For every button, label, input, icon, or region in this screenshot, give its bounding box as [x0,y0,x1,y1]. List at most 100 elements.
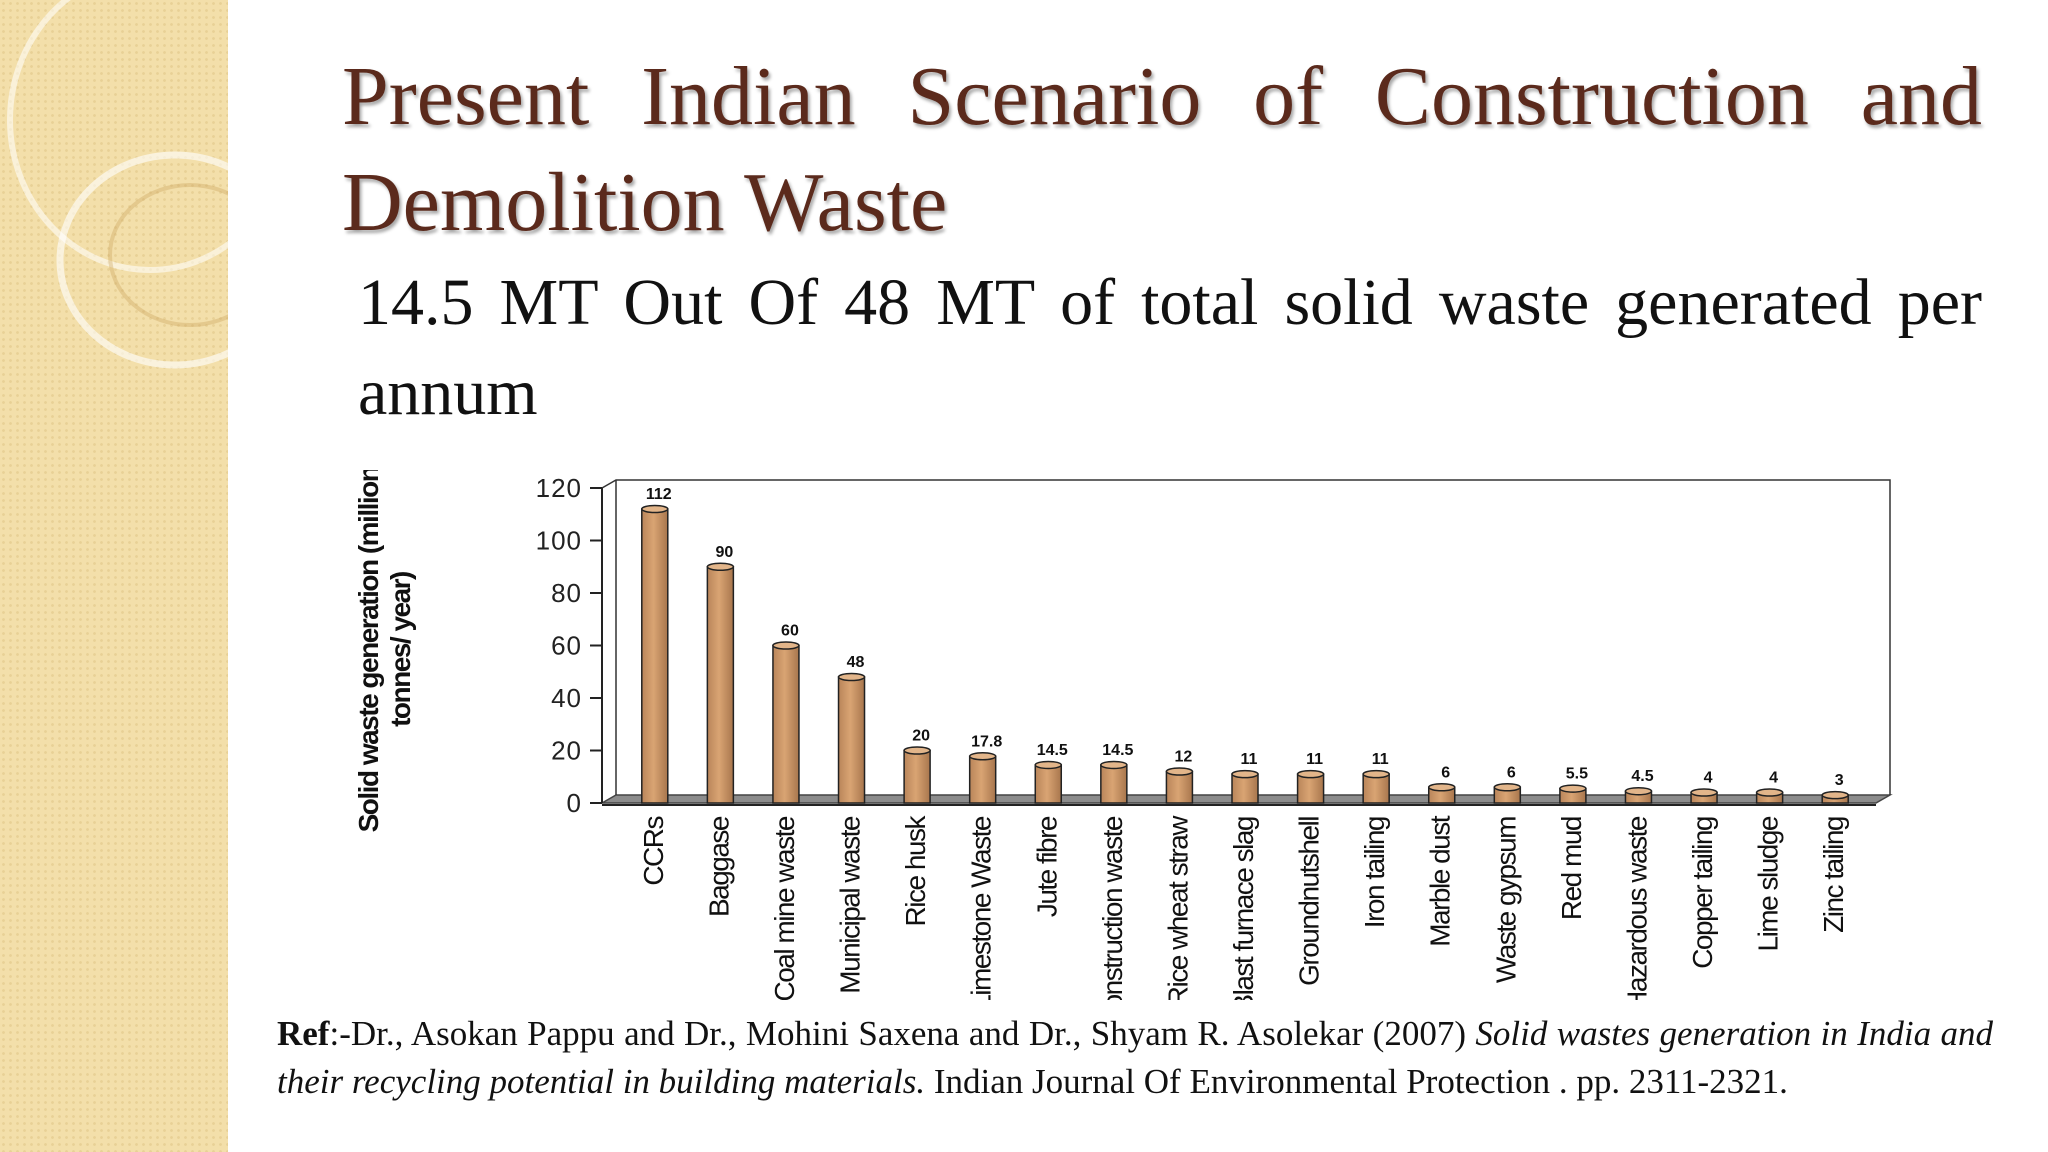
category-label: Rice husk [900,815,931,927]
bar [1165,767,1194,804]
category-label: Rice wheat straw [1162,815,1193,1000]
bar [1690,788,1718,804]
category-label: Hazardous waste [1621,816,1652,1000]
bar-top [1034,760,1063,770]
bar [1559,784,1587,804]
bars [641,504,1849,804]
bar-body [1296,773,1325,804]
bar-top [1296,769,1325,779]
data-label: 4.5 [1631,768,1653,785]
reference-authors: :-Dr., Asokan Pappu and Dr., Mohini Saxe… [329,1014,1476,1053]
category-label: Blast furnace slag [1228,817,1259,1000]
bar-body [1165,770,1194,804]
bar-body [641,508,669,804]
bar [1427,783,1456,804]
bar [772,641,800,804]
data-label: 60 [781,623,799,640]
bar [1493,783,1522,804]
data-label: 17.8 [971,733,1002,750]
bar [1296,769,1325,804]
bar-top [1559,784,1587,793]
bar-body [903,749,931,804]
bar-body [1231,773,1259,804]
data-label: 14.5 [1102,742,1133,759]
reference-article-title: Solid wastes generation in India and the… [277,1014,1993,1101]
category-label: Coal mine waste [769,816,800,1000]
category-label: CCRs [638,817,669,886]
bar [1362,769,1390,804]
swirl-ornament-icon [7,0,228,369]
data-label: 12 [1175,749,1193,766]
bar [641,504,669,804]
data-label: 6 [1441,764,1450,781]
slide-subtitle: 14.5 MT Out Of 48 MT of total solid wast… [358,266,1982,429]
category-label: Marble dust [1425,815,1456,947]
y-tick-label: 100 [536,526,582,556]
y-axis-title-line: Solid waste generation (million [353,470,384,832]
bar [706,562,735,804]
category-label: Jute fibre [1031,816,1062,917]
bar-top [1821,790,1849,800]
category-label: Municipal waste [835,816,866,994]
bar-top [1100,760,1128,770]
bar-body [1100,764,1128,804]
bar-body [706,566,735,804]
category-label: Limestone Waste [966,816,997,1000]
data-label: 14.5 [1037,742,1068,759]
y-tick-label: 40 [551,683,582,713]
category-label: Zinc tailing [1818,817,1849,933]
bar-top [641,504,669,514]
bar-top [903,746,931,755]
bar-top [772,641,800,650]
y-axis: 0 20 40 60 80 100 120 [536,473,602,818]
bar [1624,786,1653,804]
bar [903,746,931,804]
reference-citation: Ref:-Dr., Asokan Pappu and Dr., Mohini S… [277,1010,1993,1106]
category-label: Red mud [1556,817,1587,920]
value-labels: 112 90 60 48 20 17.8 14.5 14.5 12 11 11 11 6 6 5.5 4.5 4… [646,486,1844,789]
y-tick-label: 20 [551,736,582,766]
data-label: 4 [1704,770,1713,787]
decorative-sidebar [0,0,228,1152]
category-label: Groundnutshell [1294,817,1325,986]
data-label: 5.5 [1566,766,1588,783]
y-tick-label: 120 [536,473,582,503]
category-label: Lime sludge [1753,816,1784,951]
bar-top [968,752,997,761]
bar-body [1362,773,1390,804]
data-label: 112 [646,486,672,503]
bar-top [1427,783,1456,792]
plot-border [601,479,1891,795]
bar-top [1755,788,1784,797]
data-label: 11 [1372,751,1389,768]
data-label: 3 [1835,772,1844,789]
bar-top [1493,783,1522,792]
category-label: Copper tailing [1687,817,1718,969]
x-axis-labels: CCRs Baggase Coal mine waste Municipal wast… [638,815,1849,1001]
bar-top [837,672,866,682]
slide-title: Present Indian Scenario of Construction … [342,50,1982,249]
bar-top [1362,769,1390,779]
bar-body [837,676,866,804]
category-label: Construction waste [1097,816,1128,1000]
y-tick-label: 0 [567,788,582,818]
bar-top [1624,786,1653,796]
data-label: 48 [847,654,865,671]
y-axis-title-line: tonnes/ year) [385,572,416,727]
data-label: 6 [1507,764,1516,781]
bar [968,752,997,804]
bar-top [1231,769,1259,779]
data-label: 20 [912,728,930,745]
bar-top [1690,788,1718,797]
bar [1755,788,1784,804]
bar [1821,790,1849,804]
bar [1034,760,1063,804]
data-label: 11 [1306,751,1323,768]
data-label: 4 [1769,770,1778,787]
bar [1100,760,1128,804]
data-label: 11 [1241,751,1258,768]
bar-top [1165,767,1194,776]
bar-body [1034,764,1063,804]
category-label: Iron tailing [1359,817,1390,928]
